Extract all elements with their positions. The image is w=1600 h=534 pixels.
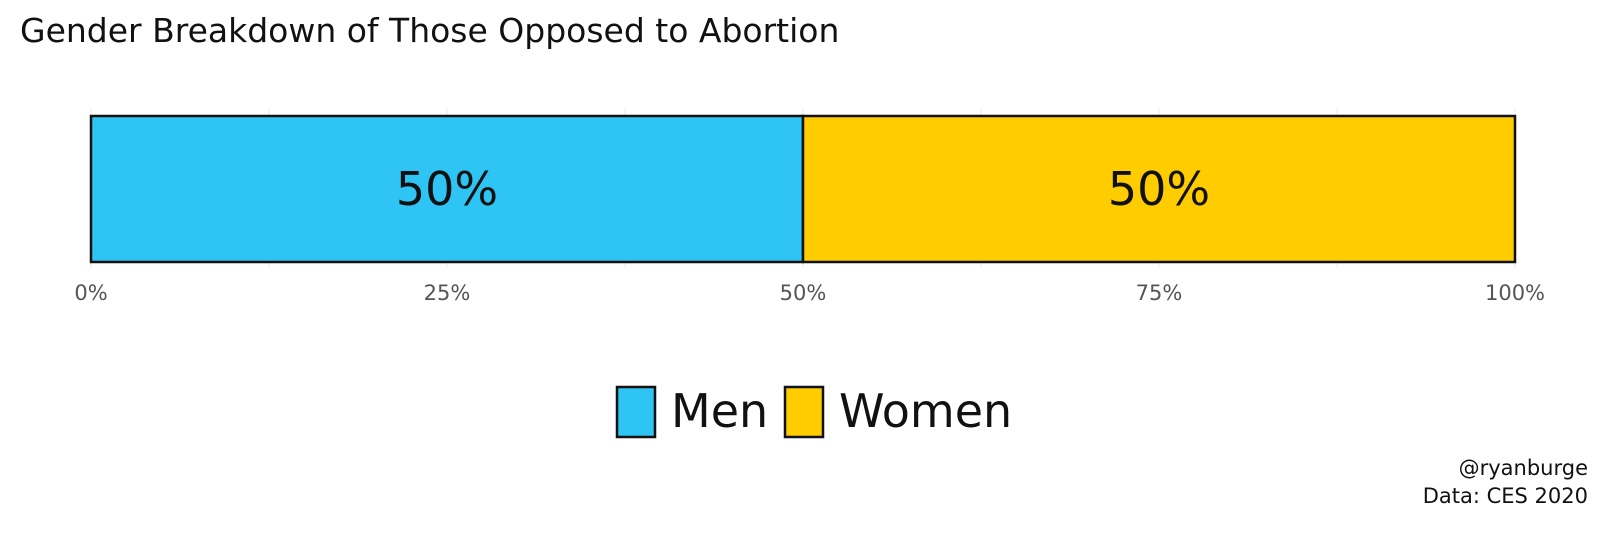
x-tick-label: 0% bbox=[74, 281, 107, 305]
legend-label-women: Women bbox=[839, 384, 1012, 438]
x-tick-label: 50% bbox=[780, 281, 827, 305]
x-tick-label: 100% bbox=[1485, 281, 1545, 305]
bar-women bbox=[801, 114, 1517, 264]
caption-handle: @ryanburge bbox=[1459, 456, 1588, 480]
legend-label-men: Men bbox=[671, 384, 768, 438]
caption: @ryanburge Data: CES 2020 bbox=[1423, 456, 1588, 508]
x-tick-label: 25% bbox=[424, 281, 471, 305]
legend-swatch-men bbox=[615, 385, 657, 439]
x-tick-label: 75% bbox=[1136, 281, 1183, 305]
chart-title: Gender Breakdown of Those Opposed to Abo… bbox=[20, 11, 839, 50]
bar-group: 50% 50% bbox=[89, 114, 1517, 264]
legend: Men Women bbox=[615, 384, 1012, 439]
data-label-women: 50% bbox=[1108, 162, 1210, 216]
legend-swatch-women bbox=[783, 385, 825, 439]
caption-source: Data: CES 2020 bbox=[1423, 484, 1588, 508]
data-label-men: 50% bbox=[396, 162, 498, 216]
x-axis: 0% 25% 50% 75% 100% bbox=[74, 281, 1545, 305]
